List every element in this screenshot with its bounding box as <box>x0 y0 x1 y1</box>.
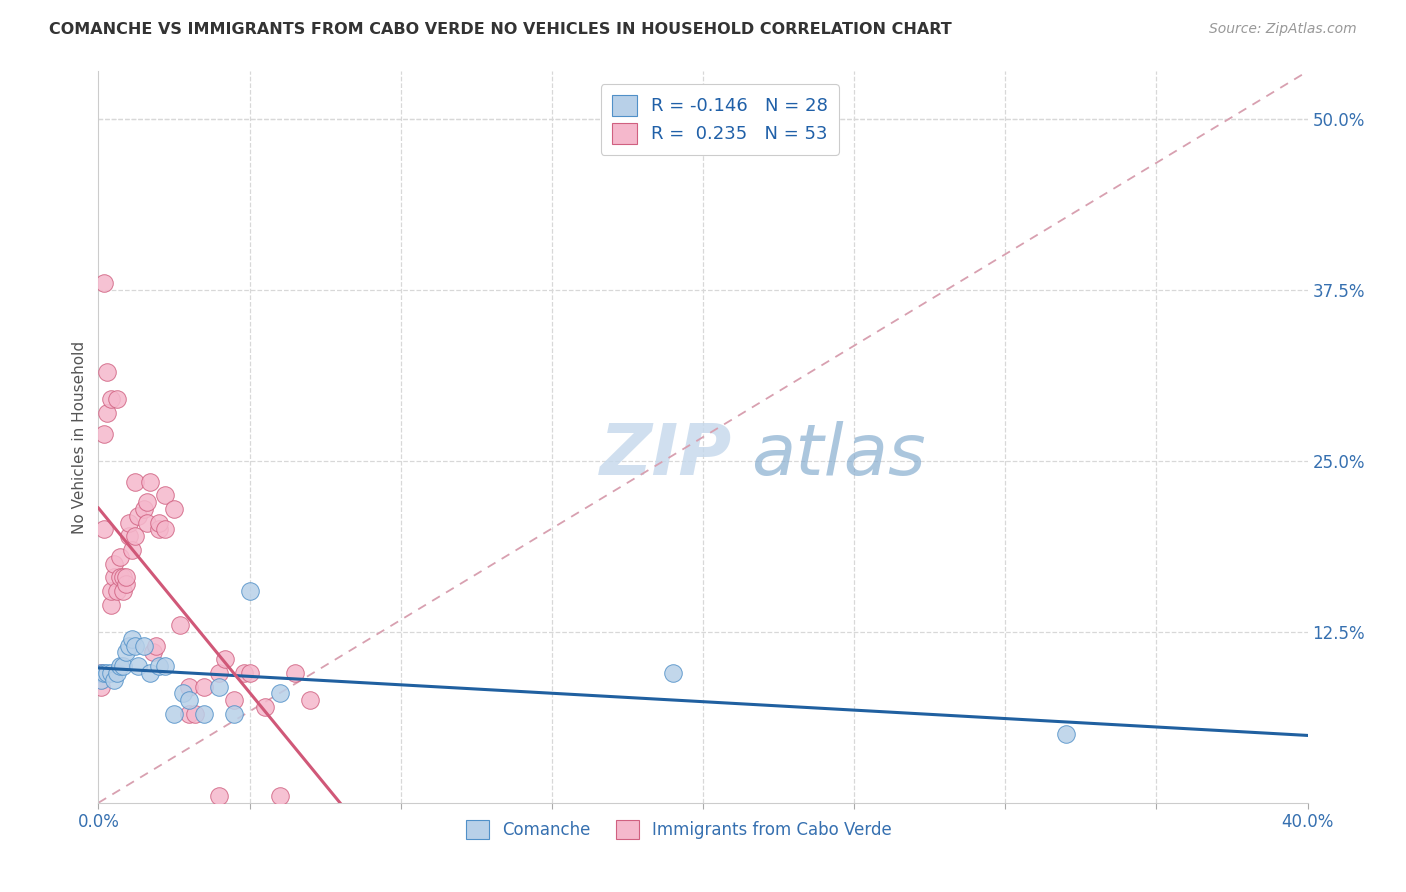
Point <box>90 673 112 687</box>
Point <box>100 392 122 407</box>
Point <box>153 659 176 673</box>
Point <box>90 665 112 680</box>
Text: atlas: atlas <box>751 421 927 490</box>
Point <box>135 495 157 509</box>
Point <box>90 673 112 687</box>
Point <box>132 639 155 653</box>
Point <box>103 673 125 687</box>
Point <box>153 522 176 536</box>
Legend: Comanche, Immigrants from Cabo Verde: Comanche, Immigrants from Cabo Verde <box>458 814 898 846</box>
Point <box>105 392 128 407</box>
Point <box>111 583 134 598</box>
Point <box>100 665 122 680</box>
Point <box>108 549 131 564</box>
Point <box>661 665 683 680</box>
Point <box>121 632 143 646</box>
Point <box>224 706 246 721</box>
Point <box>96 365 118 379</box>
Point <box>163 706 186 721</box>
Point <box>108 570 131 584</box>
Point <box>139 475 162 489</box>
Point <box>148 516 170 530</box>
Point <box>172 686 194 700</box>
Point <box>124 639 146 653</box>
Point <box>184 706 207 721</box>
Point <box>239 583 262 598</box>
Point <box>269 789 291 803</box>
Point <box>121 542 143 557</box>
Point <box>214 652 236 666</box>
Point <box>114 645 136 659</box>
Point <box>239 665 262 680</box>
Point <box>148 522 170 536</box>
Point <box>163 501 186 516</box>
Point <box>169 618 191 632</box>
Point <box>1054 727 1077 741</box>
Point <box>179 706 201 721</box>
Point <box>108 659 131 673</box>
Point <box>96 665 118 680</box>
Point <box>284 665 307 680</box>
Point <box>93 277 115 291</box>
Point <box>127 508 149 523</box>
Point <box>193 680 215 694</box>
Point <box>232 665 254 680</box>
Point <box>135 516 157 530</box>
Point <box>142 645 165 659</box>
Point <box>100 583 122 598</box>
Point <box>93 522 115 536</box>
Point <box>193 706 215 721</box>
Point <box>145 639 167 653</box>
Point <box>93 665 115 680</box>
Point <box>111 570 134 584</box>
Point <box>118 639 141 653</box>
Text: COMANCHE VS IMMIGRANTS FROM CABO VERDE NO VEHICLES IN HOUSEHOLD CORRELATION CHAR: COMANCHE VS IMMIGRANTS FROM CABO VERDE N… <box>49 22 952 37</box>
Point <box>111 659 134 673</box>
Point <box>90 665 112 680</box>
Point <box>148 659 170 673</box>
Point <box>153 488 176 502</box>
Point <box>269 686 291 700</box>
Point <box>103 570 125 584</box>
Point <box>253 700 276 714</box>
Point <box>93 426 115 441</box>
Point <box>103 557 125 571</box>
Y-axis label: No Vehicles in Household: No Vehicles in Household <box>72 341 87 533</box>
Point <box>90 680 112 694</box>
Point <box>179 693 201 707</box>
Point <box>132 501 155 516</box>
Point <box>118 529 141 543</box>
Point <box>105 583 128 598</box>
Text: ZIP: ZIP <box>600 421 733 490</box>
Point <box>100 598 122 612</box>
Point <box>118 516 141 530</box>
Point <box>124 529 146 543</box>
Point <box>224 693 246 707</box>
Point <box>299 693 322 707</box>
Point <box>96 406 118 420</box>
Point <box>179 680 201 694</box>
Point <box>114 570 136 584</box>
Point <box>208 789 231 803</box>
Point <box>124 475 146 489</box>
Point <box>127 659 149 673</box>
Point <box>105 665 128 680</box>
Point <box>114 577 136 591</box>
Text: Source: ZipAtlas.com: Source: ZipAtlas.com <box>1209 22 1357 37</box>
Point <box>208 680 231 694</box>
Point <box>208 665 231 680</box>
Point <box>139 665 162 680</box>
